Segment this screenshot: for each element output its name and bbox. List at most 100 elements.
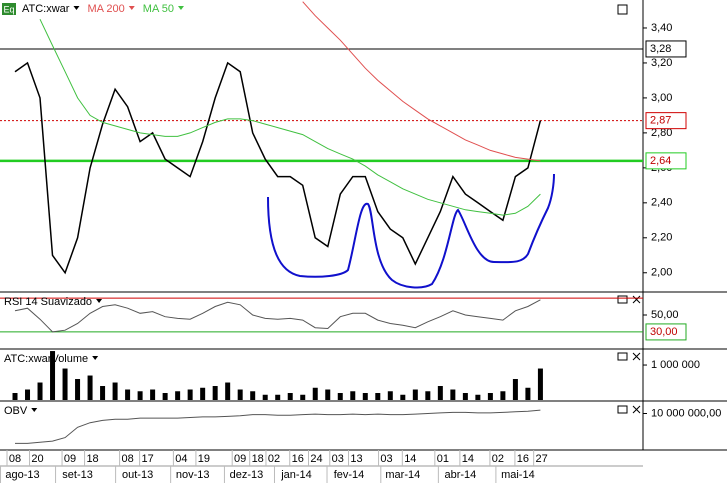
bar bbox=[387, 391, 393, 400]
bar bbox=[237, 389, 243, 400]
bar bbox=[450, 389, 456, 400]
x-tick-label: 18 bbox=[252, 453, 264, 465]
legend-arrow bbox=[128, 6, 135, 10]
month-label: mar-14 bbox=[385, 469, 420, 481]
bar bbox=[137, 391, 143, 400]
legend-arrow bbox=[177, 6, 184, 10]
maximize-icon[interactable] bbox=[617, 352, 628, 361]
legend-label: ATC:xwar bbox=[22, 3, 70, 15]
x-tick-label: 08 bbox=[121, 453, 133, 465]
series-line bbox=[302, 1, 541, 162]
level-label: 30,00 bbox=[650, 326, 678, 338]
bar bbox=[475, 394, 481, 400]
badge bbox=[2, 3, 16, 15]
close-icon[interactable] bbox=[632, 295, 641, 304]
maximize-icon[interactable] bbox=[617, 4, 628, 15]
bar bbox=[325, 389, 331, 400]
x-tick-label: 18 bbox=[86, 453, 98, 465]
x-tick-label: 03 bbox=[380, 453, 392, 465]
level-label-box bbox=[645, 40, 687, 58]
legend-arrow bbox=[96, 299, 103, 303]
bar bbox=[400, 394, 406, 400]
bar bbox=[100, 386, 106, 400]
bar bbox=[212, 386, 218, 400]
x-tick-label: 19 bbox=[198, 453, 210, 465]
x-tick-label: 14 bbox=[404, 453, 416, 465]
bar bbox=[462, 393, 468, 400]
y-tick-label: 3,00 bbox=[651, 92, 672, 104]
bar bbox=[187, 389, 193, 400]
bar bbox=[175, 391, 181, 400]
month-label: mai-14 bbox=[501, 469, 535, 481]
bar bbox=[425, 391, 431, 400]
maximize-icon[interactable] bbox=[617, 295, 628, 304]
bar bbox=[150, 389, 156, 400]
bar bbox=[312, 387, 318, 400]
bar bbox=[75, 379, 81, 400]
x-tick-label: 04 bbox=[175, 453, 187, 465]
bar bbox=[87, 375, 93, 400]
x-tick-label: 13 bbox=[350, 453, 362, 465]
x-tick-label: 24 bbox=[310, 453, 322, 465]
x-tick-label: 02 bbox=[492, 453, 504, 465]
bar bbox=[162, 393, 168, 400]
month-label: ago-13 bbox=[5, 469, 39, 481]
x-tick-label: 17 bbox=[141, 453, 153, 465]
bar bbox=[487, 393, 493, 400]
y-tick-label: 3,20 bbox=[651, 57, 672, 69]
month-label: out-13 bbox=[122, 469, 153, 481]
bar bbox=[112, 382, 118, 400]
bar bbox=[412, 389, 418, 400]
x-tick-label: 08 bbox=[9, 453, 21, 465]
bar bbox=[375, 393, 381, 400]
bar bbox=[525, 387, 531, 400]
annotation-curve bbox=[267, 173, 555, 289]
bar bbox=[250, 391, 256, 400]
y-tick-label: 2,00 bbox=[651, 267, 672, 279]
month-label: jan-14 bbox=[280, 469, 312, 481]
legend-label: ATC:xwarVolume bbox=[4, 353, 88, 365]
x-tick-label: 03 bbox=[332, 453, 344, 465]
x-tick-label: 16 bbox=[517, 453, 529, 465]
series-line bbox=[14, 299, 541, 333]
bar bbox=[537, 368, 543, 400]
close-icon[interactable] bbox=[632, 352, 641, 361]
bar bbox=[362, 393, 368, 400]
series-line bbox=[39, 18, 541, 216]
maximize-icon[interactable] bbox=[617, 405, 628, 414]
y-tick-label: 2,40 bbox=[651, 197, 672, 209]
month-label: set-13 bbox=[62, 469, 93, 481]
legend-label: RSI 14 Suavizado bbox=[4, 296, 92, 308]
legend-label: OBV bbox=[4, 405, 28, 417]
close-icon[interactable] bbox=[632, 405, 641, 414]
y-tick-label: 3,40 bbox=[651, 22, 672, 34]
month-label: fev-14 bbox=[334, 469, 365, 481]
series-line bbox=[14, 61, 542, 275]
level-label: 3,28 bbox=[650, 43, 671, 55]
bar bbox=[437, 386, 443, 400]
level-label: 2,87 bbox=[650, 115, 671, 127]
month-label: abr-14 bbox=[444, 469, 476, 481]
bar bbox=[275, 394, 281, 400]
level-label-box bbox=[645, 152, 687, 170]
x-tick-label: 20 bbox=[31, 453, 43, 465]
x-tick-label: 14 bbox=[462, 453, 474, 465]
level-label-box bbox=[645, 323, 687, 341]
x-tick-label: 09 bbox=[234, 453, 246, 465]
bar bbox=[500, 391, 506, 400]
series-line bbox=[15, 409, 541, 444]
month-label: nov-13 bbox=[176, 469, 210, 481]
bar bbox=[350, 391, 356, 400]
bar bbox=[225, 382, 231, 400]
bar bbox=[50, 351, 56, 400]
bar bbox=[62, 368, 68, 400]
y-tick-label: 50,00 bbox=[651, 309, 679, 321]
x-tick-label: 27 bbox=[536, 453, 548, 465]
bar bbox=[262, 394, 268, 400]
legend-label: MA 200 bbox=[87, 3, 124, 15]
bar bbox=[125, 389, 131, 400]
badge-text: Eq bbox=[3, 4, 14, 14]
month-label: dez-13 bbox=[230, 469, 264, 481]
y-tick-label: 1 000 000 bbox=[651, 359, 700, 371]
